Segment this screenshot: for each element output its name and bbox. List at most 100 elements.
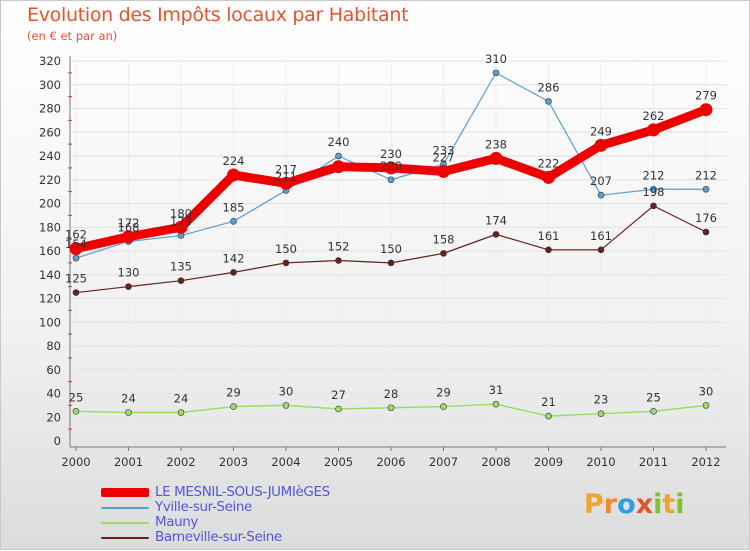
- legend: LE MESNIL-SOUS-JUMIèGES Yville-sur-Seine M…: [101, 485, 330, 545]
- data-point: [174, 220, 188, 234]
- data-point: [387, 259, 395, 267]
- legend-item: LE MESNIL-SOUS-JUMIèGES: [101, 485, 330, 500]
- x-tick-label: 2007: [429, 455, 458, 469]
- data-label: 154: [65, 237, 87, 251]
- data-label: 286: [538, 80, 560, 94]
- data-point: [650, 408, 657, 415]
- data-label: 172: [118, 216, 140, 230]
- data-point: [332, 160, 345, 174]
- y-tick-label: 160: [39, 244, 61, 258]
- y-tick-label: 280: [39, 102, 61, 116]
- y-tick-label: 300: [39, 78, 61, 92]
- x-tick-label: 2002: [166, 455, 195, 469]
- x-tick-label: 2008: [481, 455, 510, 469]
- data-point: [177, 409, 185, 416]
- y-tick-label: 180: [39, 220, 61, 234]
- data-point: [335, 257, 342, 264]
- logo-letter: i: [653, 489, 663, 520]
- logo-letter: o: [617, 489, 636, 520]
- data-point: [279, 176, 293, 190]
- data-point: [72, 408, 80, 415]
- data-label: 238: [485, 137, 507, 151]
- x-tick-label: 2000: [61, 455, 90, 469]
- data-point: [545, 246, 552, 254]
- y-tick-label: 100: [39, 315, 61, 329]
- data-label: 233: [433, 143, 455, 157]
- data-label: 24: [174, 392, 189, 406]
- data-point: [72, 289, 80, 296]
- data-point: [227, 168, 240, 182]
- logo-letter: t: [662, 489, 676, 520]
- data-label: 30: [699, 384, 714, 398]
- data-point: [125, 409, 132, 416]
- x-tick-label: 2005: [324, 455, 353, 469]
- x-tick-label: 2010: [586, 455, 615, 469]
- y-tick-label: 220: [39, 173, 61, 187]
- data-label: 25: [646, 390, 661, 404]
- y-tick-label: 0: [54, 434, 61, 448]
- data-label: 310: [485, 52, 507, 66]
- y-tick-label: 200: [39, 197, 61, 211]
- data-label: 173: [170, 215, 192, 229]
- data-label: 24: [121, 392, 136, 406]
- data-point: [230, 269, 237, 276]
- data-point: [492, 69, 500, 77]
- data-label: 30: [279, 384, 294, 398]
- data-label: 224: [223, 154, 245, 168]
- data-point: [230, 218, 237, 225]
- x-tick-label: 2003: [219, 455, 248, 469]
- y-tick-label: 320: [39, 54, 61, 68]
- x-tick-label: 2012: [691, 455, 720, 469]
- logo-letter: P: [584, 489, 604, 520]
- data-point: [122, 230, 135, 244]
- data-point: [440, 250, 447, 257]
- data-point: [650, 202, 657, 210]
- data-point: [650, 185, 657, 193]
- data-label: 249: [590, 124, 612, 138]
- data-label: 142: [223, 251, 245, 265]
- legend-item: Yville-sur-Seine: [101, 500, 330, 515]
- data-point: [542, 170, 555, 184]
- legend-label: Yville-sur-Seine: [155, 499, 252, 515]
- data-point: [69, 242, 83, 256]
- data-label: 207: [590, 174, 612, 188]
- data-point: [545, 412, 552, 420]
- data-label: 28: [384, 387, 399, 401]
- data-label: 31: [489, 383, 504, 397]
- data-point: [702, 185, 710, 193]
- data-point: [597, 410, 605, 417]
- data-label: 230: [380, 147, 402, 161]
- data-label: 217: [275, 162, 297, 176]
- data-point: [594, 138, 608, 152]
- legend-swatch: [101, 521, 149, 524]
- legend-item: Mauny: [101, 515, 330, 530]
- logo-letter: i: [675, 489, 685, 520]
- y-tick-label: 260: [39, 125, 61, 139]
- y-tick-label: 120: [39, 292, 61, 306]
- y-tick-label: 40: [46, 387, 61, 401]
- legend-swatch: [101, 506, 149, 509]
- data-label: 262: [643, 109, 665, 123]
- data-label: 21: [541, 395, 556, 409]
- data-label: 158: [433, 232, 455, 246]
- logo-letter: r: [603, 489, 618, 520]
- x-tick-label: 2009: [534, 455, 563, 469]
- data-point: [177, 277, 185, 284]
- data-point: [384, 161, 398, 175]
- data-label: 211: [275, 169, 297, 183]
- data-point: [492, 400, 500, 408]
- data-point: [597, 191, 605, 199]
- proxiti-logo: Proxiti: [584, 489, 685, 520]
- data-label: 150: [380, 242, 402, 256]
- chart-title: Evolution des Impôts locaux par Habitant: [27, 4, 409, 26]
- x-tick-label: 2004: [271, 455, 300, 469]
- data-label: 240: [328, 135, 350, 149]
- data-label: 25: [69, 390, 84, 404]
- data-label: 135: [170, 260, 192, 274]
- data-point: [387, 404, 395, 412]
- data-point: [545, 98, 552, 105]
- legend-swatch: [101, 536, 149, 539]
- data-point: [492, 231, 500, 238]
